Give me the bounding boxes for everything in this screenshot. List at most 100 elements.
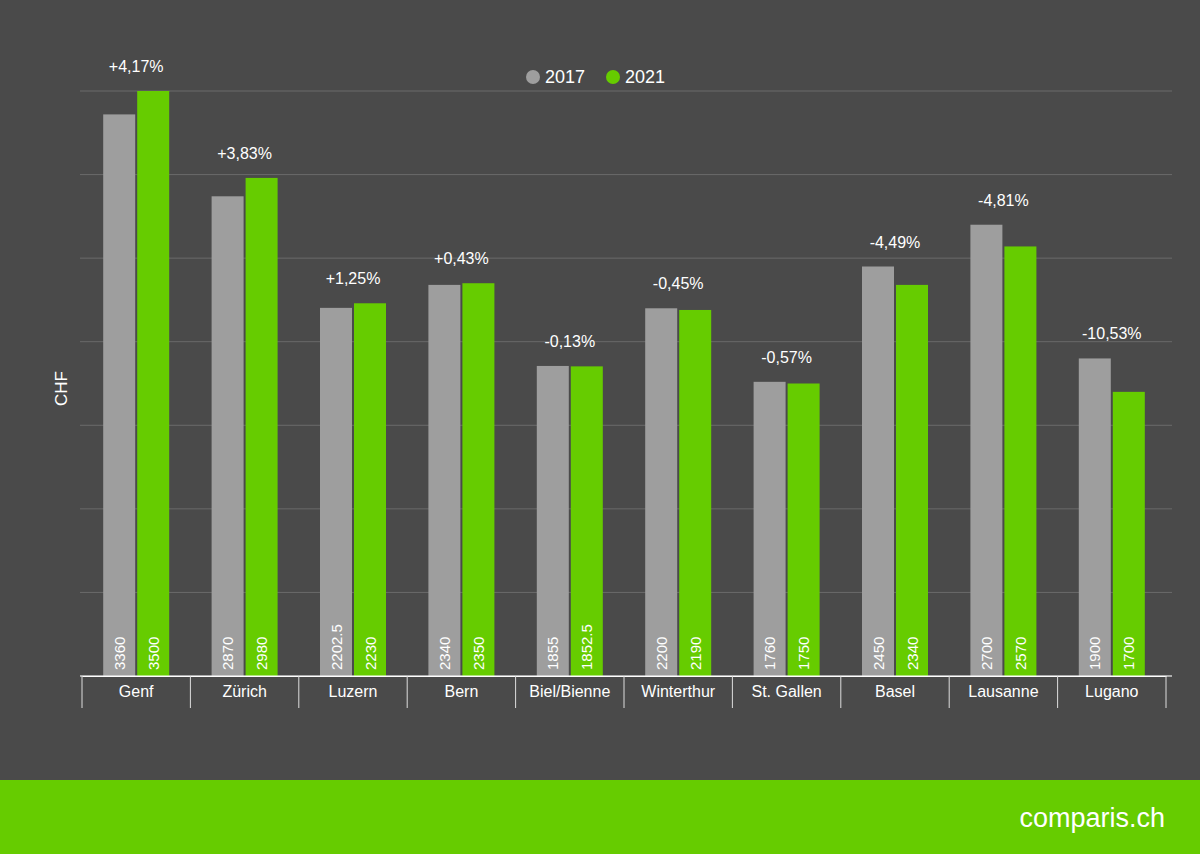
bar (462, 283, 494, 676)
footer (0, 780, 1200, 854)
x-tick: Zürich (222, 683, 266, 700)
x-tick-label: Lausanne (968, 683, 1038, 700)
annotations: +4,17% +3,83% +1,25% +0,43% -0,13% -0,45% -0,5… (109, 58, 1142, 366)
x-tick: Biel/Bienne (529, 683, 610, 700)
grid (80, 91, 1172, 676)
data-labels: 3360 2870 2202.5 2340 1855 2200 1760 2450 2700 19… (111, 624, 1138, 670)
x-tick: Bern (445, 683, 479, 700)
legend: 2017 2021 (526, 67, 665, 87)
grid-line (80, 174, 1172, 175)
x-tick-label: Bern (445, 683, 479, 700)
x-tick-label: Lugano (1085, 683, 1138, 700)
data-label: 1700 (1120, 637, 1137, 670)
bar (1113, 392, 1145, 676)
x-tick-label: Luzern (329, 683, 378, 700)
annotation: +1,25% (326, 270, 381, 287)
x-tick: Basel (875, 683, 915, 700)
data-label: 2350 (470, 637, 487, 670)
bar (571, 366, 603, 676)
x-tick: Lausanne (968, 683, 1038, 700)
x-tick-label: Biel/Bienne (529, 683, 610, 700)
x-tick-label: Basel (875, 683, 915, 700)
category-separator (190, 676, 191, 708)
annotation: +4,17% (109, 58, 164, 75)
bar (1079, 358, 1111, 676)
legend-label: 2021 (625, 67, 665, 87)
data-label: 2190 (687, 637, 704, 670)
legend-swatch (606, 70, 620, 84)
data-label: 1760 (761, 637, 778, 670)
grid-line (80, 91, 1172, 92)
bar (428, 285, 460, 676)
bar (754, 382, 786, 676)
data-label: 1855 (544, 637, 561, 670)
data-label: 2340 (436, 637, 453, 670)
x-tick: Luzern (329, 683, 378, 700)
data-label: 1852.5 (578, 624, 595, 670)
bar (354, 303, 386, 676)
bar (645, 308, 677, 676)
data-label: 2200 (653, 637, 670, 670)
bars (103, 91, 1145, 676)
category-separator (298, 676, 299, 708)
bar (137, 91, 169, 676)
annotation: -0,45% (653, 275, 704, 292)
annotation: -4,81% (978, 192, 1029, 209)
annotation: -4,49% (870, 234, 921, 251)
x-tick: Lugano (1085, 683, 1138, 700)
data-label: 2340 (904, 637, 921, 670)
source-logo: comparis.ch (1019, 803, 1165, 833)
bar (1004, 246, 1036, 676)
grid-line (80, 676, 1172, 677)
category-separator (515, 676, 516, 708)
legend-swatch (526, 70, 540, 84)
annotation: +0,43% (434, 250, 489, 267)
category-separator (624, 676, 625, 708)
data-label: 1900 (1086, 637, 1103, 670)
annotation: -0,57% (761, 349, 812, 366)
data-label: 2230 (362, 637, 379, 670)
data-label: 2700 (978, 637, 995, 670)
annotation: -10,53% (1082, 325, 1142, 342)
bar (862, 267, 894, 677)
baseline (80, 675, 1172, 676)
x-tick-label: Winterthur (641, 683, 715, 700)
bar (212, 196, 244, 676)
category-separator (1166, 676, 1167, 708)
background (0, 0, 1200, 854)
category-separator (949, 676, 950, 708)
x-tick-label: Genf (119, 683, 154, 700)
data-label: 2570 (1012, 637, 1029, 670)
annotation: -0,13% (544, 333, 595, 350)
bar (537, 366, 569, 676)
data-label: 3500 (145, 637, 162, 670)
bar (896, 285, 928, 676)
annotation: +3,83% (217, 145, 272, 162)
x-tick-label: Zürich (222, 683, 266, 700)
category-separator (840, 676, 841, 708)
bar (679, 310, 711, 676)
y-axis-title: CHF (52, 371, 71, 406)
bar (970, 225, 1002, 676)
data-label: 2450 (870, 637, 887, 670)
x-tick: St. Gallen (751, 683, 821, 700)
category-separator (732, 676, 733, 708)
x-tick-label: St. Gallen (751, 683, 821, 700)
data-label: 2870 (219, 637, 236, 670)
category-separators (82, 676, 1166, 708)
legend-label: 2017 (545, 67, 585, 87)
data-label: 2202.5 (328, 624, 345, 670)
data-label: 3360 (111, 637, 128, 670)
data-label: 2980 (253, 637, 270, 670)
data-label: 1750 (795, 637, 812, 670)
category-separator (1057, 676, 1058, 708)
category-separator (407, 676, 408, 708)
x-tick: Genf (119, 683, 154, 700)
bar (320, 308, 352, 676)
bar (103, 114, 135, 676)
category-separator (82, 676, 83, 708)
bar (246, 178, 278, 676)
x-tick: Winterthur (641, 683, 715, 700)
bar (788, 384, 820, 677)
chart: 3360 2870 2202.5 2340 1855 2200 1760 2450 2700 19… (0, 0, 1200, 854)
